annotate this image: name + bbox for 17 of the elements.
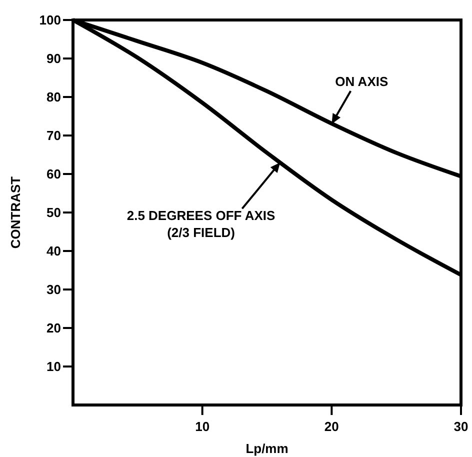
y-tick-label: 100 [39, 12, 61, 28]
y-tick-label: 20 [46, 320, 61, 336]
y-tick-label: 60 [46, 166, 61, 182]
x-axis-title: Lp/mm [246, 441, 288, 456]
y-axis-title: CONTRAST [8, 176, 23, 249]
y-tick-label: 10 [46, 359, 61, 374]
x-tick-label: 20 [324, 419, 339, 434]
y-tick-label: 70 [46, 128, 61, 144]
y-tick-label: 50 [46, 205, 61, 220]
x-tick-label: 30 [454, 419, 468, 434]
y-tick-label: 40 [46, 244, 61, 259]
y-tick-label: 80 [46, 90, 61, 105]
y-tick-label: 90 [46, 51, 61, 66]
x-tick-label: 10 [195, 419, 210, 434]
y-tick-label: 30 [46, 282, 61, 298]
annotation: 2.5 DEGREES OFF AXIS (2/3 FIELD) [126, 208, 276, 240]
annotation: ON AXIS [335, 74, 388, 89]
